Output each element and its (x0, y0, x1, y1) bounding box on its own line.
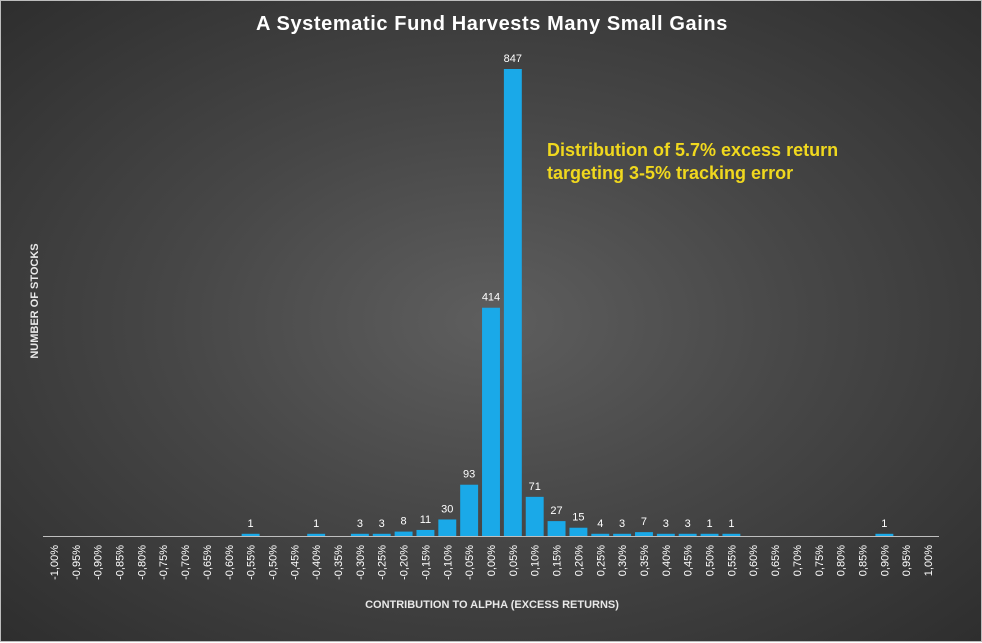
x-tick-label-24: 0,20% (573, 545, 585, 576)
x-tick-label-3: -0,85% (114, 545, 126, 580)
x-tick-label-1: -0,95% (71, 545, 83, 580)
x-tick-label-28: 0,40% (661, 545, 673, 576)
x-tick-label-20: 0,00% (486, 545, 498, 576)
x-tick-label-22: 0,10% (530, 545, 542, 576)
bar-18 (438, 519, 457, 536)
x-tick-label-0: -1,00% (49, 545, 61, 580)
x-tick-label-40: 1,00% (923, 545, 935, 576)
x-tick-label-39: 0,95% (901, 545, 913, 576)
bar-22 (525, 496, 544, 536)
x-tick-label-26: 0,30% (617, 545, 629, 576)
bar-27 (635, 532, 653, 536)
data-label-28: 3 (663, 518, 669, 530)
bar-19 (460, 484, 479, 536)
data-label-27: 7 (641, 516, 647, 528)
data-label-30: 1 (706, 518, 712, 530)
x-tick-label-33: 0,65% (770, 545, 782, 576)
data-label-31: 1 (728, 518, 734, 530)
x-tick-label-10: -0,50% (267, 545, 279, 580)
bar-9 (241, 533, 260, 536)
x-tick-label-35: 0,75% (814, 545, 826, 576)
x-tick-label-9: -0,55% (246, 545, 258, 580)
bar-24 (569, 527, 588, 536)
x-tick-label-19: -0,05% (464, 545, 476, 580)
bar-20 (482, 307, 500, 536)
data-label-21: 847 (504, 53, 522, 65)
bar-28 (656, 533, 675, 536)
x-tick-label-14: -0,30% (355, 545, 367, 580)
annotation-line-1: Distribution of 5.7% excess return (547, 140, 839, 160)
bar-38 (875, 533, 894, 536)
bar-21 (503, 69, 522, 536)
data-label-29: 3 (685, 518, 691, 530)
data-label-17: 11 (420, 514, 431, 526)
annotation-line-2: targeting 3-5% tracking error (547, 163, 794, 183)
x-tick-label-37: 0,85% (858, 545, 870, 576)
data-label-22: 71 (529, 481, 541, 493)
data-label-26: 3 (619, 518, 625, 530)
chart-title: A Systematic Fund Harvests Many Small Ga… (256, 13, 728, 35)
x-tick-label-36: 0,80% (836, 545, 848, 576)
data-label-12: 1 (313, 518, 319, 530)
x-tick-label-29: 0,45% (683, 545, 695, 576)
bar-15 (372, 533, 391, 536)
data-label-25: 4 (597, 518, 603, 530)
bar-17 (416, 529, 435, 536)
data-label-18: 30 (441, 503, 453, 515)
x-tick-label-8: -0,60% (224, 545, 236, 580)
x-tick-label-6: -0,70% (180, 545, 192, 580)
x-tick-label-12: -0,40% (311, 545, 323, 580)
chart-annotation: Distribution of 5.7% excess return targe… (547, 139, 907, 185)
x-tick-label-7: -0,65% (202, 545, 214, 580)
x-tick-label-34: 0,70% (792, 545, 804, 576)
bar-14 (350, 533, 369, 536)
data-label-20: 414 (482, 292, 500, 304)
bar-12 (307, 533, 326, 536)
x-tick-label-23: 0,15% (552, 545, 564, 576)
data-label-9: 1 (248, 518, 254, 530)
x-tick-label-30: 0,50% (705, 545, 717, 576)
x-tick-label-18: -0,10% (442, 545, 454, 580)
x-tick-label-27: 0,35% (639, 545, 651, 576)
x-tick-label-32: 0,60% (748, 545, 760, 576)
bar-31 (722, 533, 741, 536)
data-label-23: 27 (550, 505, 562, 517)
bar-30 (700, 533, 719, 536)
data-label-38: 1 (881, 518, 887, 530)
bar-16 (394, 531, 413, 536)
x-tick-label-13: -0,35% (333, 545, 345, 580)
bar-29 (678, 533, 697, 536)
x-tick-label-17: -0,15% (420, 545, 432, 580)
x-tick-label-38: 0,90% (879, 545, 891, 576)
x-tick-label-2: -0,90% (93, 545, 105, 580)
x-tick-label-5: -0,75% (158, 545, 170, 580)
data-label-14: 3 (357, 518, 363, 530)
data-label-15: 3 (379, 518, 385, 530)
data-label-16: 8 (401, 516, 407, 528)
x-tick-label-31: 0,55% (726, 545, 738, 576)
bar-23 (547, 521, 566, 536)
bar-25 (591, 533, 610, 536)
x-axis-title: CONTRIBUTION TO ALPHA (EXCESS RETURNS) (365, 599, 619, 611)
x-tick-label-15: -0,25% (377, 545, 389, 580)
bar-26 (613, 533, 632, 536)
x-tick-label-4: -0,80% (136, 545, 148, 580)
x-tick-label-25: 0,25% (595, 545, 607, 576)
data-label-24: 15 (572, 512, 584, 524)
x-tick-label-16: -0,20% (399, 545, 411, 580)
data-label-19: 93 (463, 469, 475, 481)
x-tick-label-21: 0,05% (508, 545, 520, 576)
x-tick-label-11: -0,45% (289, 545, 301, 580)
